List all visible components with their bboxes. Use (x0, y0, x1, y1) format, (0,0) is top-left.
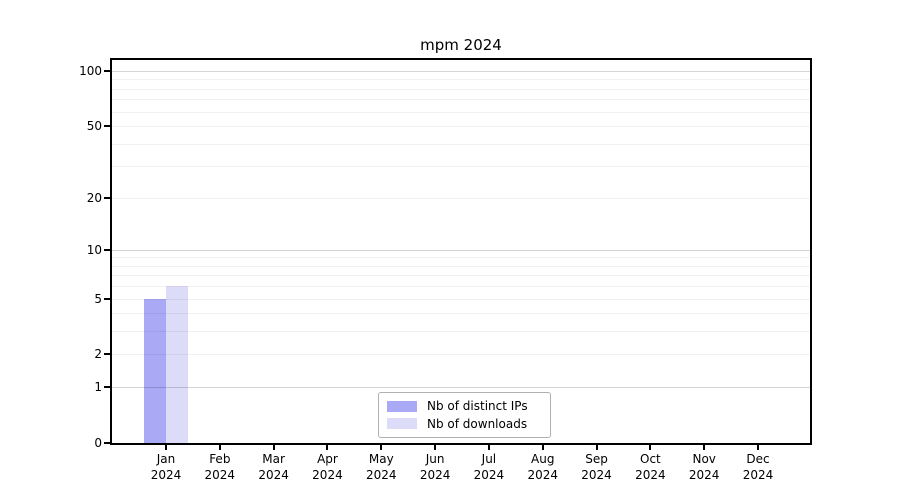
legend-entry-nb-of-downloads: Nb of downloads (387, 417, 542, 431)
x-tick-mark (272, 445, 275, 450)
y-tick-mark (104, 297, 110, 300)
gridline-minor (112, 286, 810, 288)
x-tick-mark (757, 445, 760, 450)
x-tick-mark (541, 445, 544, 450)
y-tick-mark (104, 248, 110, 251)
gridline-major (112, 70, 810, 72)
y-tick-mark (104, 196, 110, 199)
x-tick-year: 2024 (258, 468, 289, 482)
y-tick-mark (104, 69, 110, 72)
x-tick-mark (218, 445, 221, 450)
y-tick-label: 0 (94, 436, 102, 450)
y-tick-mark (104, 442, 110, 444)
x-tick-month: Jan (156, 452, 176, 466)
x-tick-year: 2024 (419, 468, 451, 482)
legend-label: Nb of downloads (427, 416, 528, 431)
y-tick-label: 100 (79, 63, 102, 78)
x-tick-year: 2024 (312, 468, 343, 482)
y-tick-label: 5 (94, 291, 102, 306)
x-tick-month: Oct (640, 452, 661, 466)
gridline-minor (112, 354, 810, 356)
plot-area (112, 60, 810, 443)
x-tick-year: 2024 (527, 468, 558, 482)
x-tick-label-oct: Oct 2024 (618, 451, 682, 483)
gridline-minor (112, 111, 810, 113)
chart-title: mpm 2024 (420, 36, 502, 54)
x-tick-month: Mar (262, 452, 285, 466)
x-tick-label-jan: Jan 2024 (134, 451, 198, 483)
x-tick-month: Sep (585, 452, 608, 466)
x-tick-label-sep: Sep 2024 (565, 451, 629, 483)
x-tick-label-nov: Nov 2024 (672, 451, 736, 483)
y-tick-label: 20 (86, 190, 102, 205)
gridline-minor (112, 79, 810, 81)
x-tick-label-jun: Jun 2024 (403, 451, 467, 483)
gridline-minor (112, 313, 810, 315)
gridline-minor (112, 88, 810, 90)
gridline-major (112, 387, 810, 389)
gridline-minor (112, 166, 810, 168)
bar-nb-of-downloads-jan (166, 286, 188, 443)
x-tick-year: 2024 (581, 468, 612, 482)
x-tick-mark (326, 445, 329, 450)
y-tick-label: 2 (94, 347, 102, 362)
x-tick-year: 2024 (635, 468, 666, 482)
x-tick-mark (434, 445, 437, 450)
x-tick-label-aug: Aug 2024 (511, 451, 575, 483)
gridline-minor (112, 265, 810, 267)
x-tick-month: Jul (481, 452, 497, 466)
x-tick-mark (649, 445, 652, 450)
x-tick-label-jul: Jul 2024 (457, 451, 521, 483)
x-tick-mark (380, 445, 383, 450)
gridline-minor (112, 257, 810, 259)
x-tick-year: 2024 (365, 468, 397, 482)
y-tick-mark (104, 386, 110, 389)
x-tick-year: 2024 (150, 468, 182, 482)
x-tick-month: Nov (692, 452, 716, 466)
x-tick-label-mar: Mar 2024 (242, 451, 306, 483)
legend-swatch-nb-of-distinct-ips (387, 400, 417, 412)
y-tick-label: 50 (86, 119, 102, 134)
x-tick-mark (165, 445, 167, 450)
gridline-minor (112, 298, 810, 300)
gridline-minor (112, 126, 810, 128)
gridline-minor (112, 143, 810, 145)
y-tick-label: 10 (86, 242, 102, 257)
x-tick-year: 2024 (742, 468, 774, 482)
legend: Nb of distinct IPs Nb of downloads (378, 392, 551, 438)
x-tick-month: Feb (209, 452, 231, 466)
legend-entry-nb-of-distinct-ips: Nb of distinct IPs (387, 399, 542, 413)
gridline-major (112, 249, 810, 251)
x-tick-month: May (368, 452, 394, 466)
x-tick-label-apr: Apr 2024 (295, 451, 359, 483)
gridline-minor (112, 275, 810, 277)
x-tick-label-feb: Feb 2024 (188, 451, 252, 483)
x-tick-month: Jun (425, 452, 445, 466)
gridline-minor (112, 331, 810, 333)
x-tick-year: 2024 (204, 468, 236, 482)
legend-label: Nb of distinct IPs (427, 399, 528, 414)
x-tick-label-may: May 2024 (349, 451, 413, 483)
x-tick-year: 2024 (688, 468, 720, 482)
x-tick-month: Apr (317, 452, 338, 466)
y-tick-label: 1 (94, 380, 102, 395)
x-tick-year: 2024 (473, 468, 505, 482)
x-tick-mark (487, 445, 490, 450)
gridline-minor (112, 197, 810, 199)
legend-swatch-nb-of-downloads (387, 418, 417, 430)
x-tick-label-dec: Dec 2024 (726, 451, 790, 483)
x-tick-mark (703, 445, 706, 450)
gridline-minor (112, 99, 810, 101)
y-tick-mark (104, 125, 110, 128)
x-tick-month: Aug (531, 452, 555, 466)
x-tick-month: Dec (746, 452, 770, 466)
y-tick-mark (104, 353, 110, 356)
x-tick-mark (595, 445, 598, 450)
bar-nb-of-distinct-ips-jan (144, 298, 166, 443)
